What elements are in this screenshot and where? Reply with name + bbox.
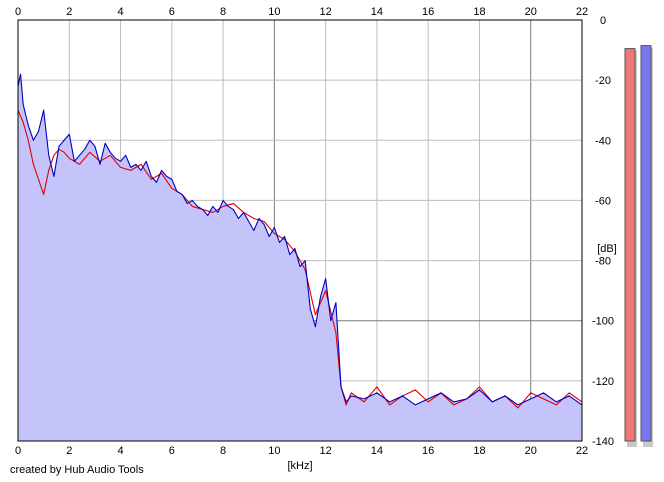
y-tick-label: 0 [600, 15, 606, 27]
y-tick-label: -100 [592, 316, 614, 328]
x-tick-label-top: 10 [268, 6, 280, 18]
x-tick-label-bottom: 16 [422, 445, 434, 457]
y-tick-label: -40 [595, 135, 611, 147]
x-tick-label-top: 0 [15, 6, 21, 18]
x-tick-label-bottom: 2 [66, 445, 72, 457]
y-tick-label: -120 [592, 376, 614, 388]
plot-frame [17, 19, 583, 442]
x-tick-label-bottom: 6 [169, 445, 175, 457]
x-tick-label-top: 22 [576, 6, 588, 18]
plot-border [17, 19, 583, 442]
x-tick-labels-bottom: 0 2 4 6 8 10 12 14 16 18 20 22 [15, 445, 588, 457]
x-tick-label-top: 8 [220, 6, 226, 18]
x-tick-label-bottom: 12 [320, 445, 332, 457]
spectrum-fill [18, 74, 582, 441]
x-tick-label-bottom: 10 [268, 445, 280, 457]
x-tick-label-bottom: 4 [117, 445, 123, 457]
spectrum-area [18, 74, 582, 441]
y-tick-labels: 0 -20 -40 -60 -80 -100 -120 -140 [592, 15, 614, 448]
y-tick-label: -60 [595, 195, 611, 207]
x-tick-label-bottom: 8 [220, 445, 226, 457]
x-axis-label: [kHz] [287, 460, 312, 472]
x-tick-label-top: 16 [422, 6, 434, 18]
x-tick-label-bottom: 22 [576, 445, 588, 457]
x-tick-label-top: 14 [371, 6, 383, 18]
x-tick-label-top: 4 [117, 6, 123, 18]
level-meter-0 [624, 48, 636, 442]
y-tick-label: -20 [595, 75, 611, 87]
x-tick-label-bottom: 18 [473, 445, 485, 457]
series-lines [17, 73, 583, 409]
x-tick-label-top: 18 [473, 6, 485, 18]
x-tick-label-top: 2 [66, 6, 72, 18]
y-tick-label: -80 [595, 256, 611, 268]
y-axis-label: [dB] [597, 243, 617, 255]
x-tick-labels-top: 0 2 4 6 8 10 12 14 16 18 20 22 [15, 6, 588, 18]
level-meters [624, 45, 653, 447]
y-tick-label: -140 [592, 436, 614, 448]
series-line-1 [17, 109, 583, 409]
credit-text: created by Hub Audio Tools [10, 464, 144, 476]
x-tick-label-top: 6 [169, 6, 175, 18]
x-tick-label-top: 20 [525, 6, 537, 18]
x-tick-label-bottom: 14 [371, 445, 383, 457]
series-line-0 [17, 73, 583, 406]
x-tick-label-bottom: 20 [525, 445, 537, 457]
x-tick-label-top: 12 [320, 6, 332, 18]
level-meter-1 [640, 45, 652, 442]
x-tick-label-bottom: 0 [15, 445, 21, 457]
